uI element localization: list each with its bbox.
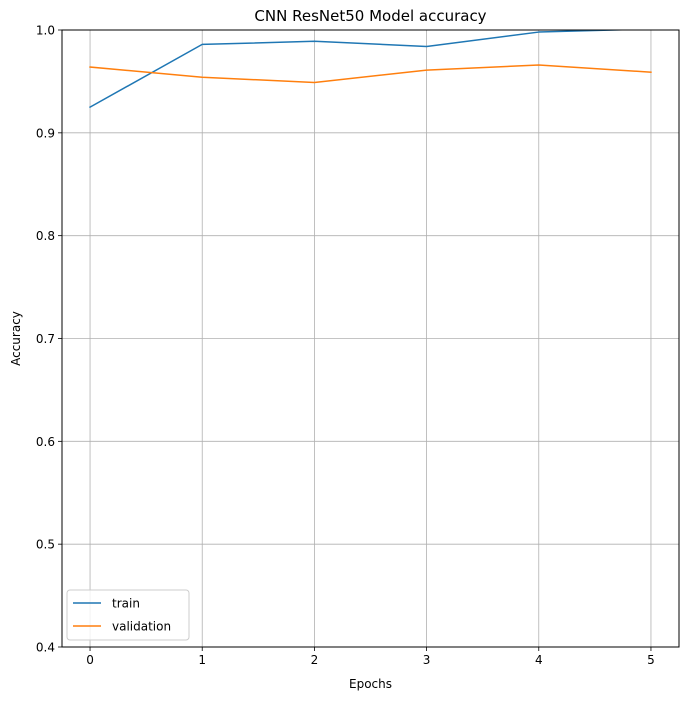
grid bbox=[62, 29, 679, 648]
legend: train validation bbox=[66, 589, 190, 641]
x-tick-label: 3 bbox=[423, 653, 431, 667]
y-tick-label: 1.0 bbox=[36, 24, 55, 38]
x-tick-label: 0 bbox=[86, 653, 94, 667]
series-line-train bbox=[89, 30, 641, 109]
x-tick-label: 1 bbox=[198, 653, 206, 667]
series-line-validation bbox=[89, 64, 652, 84]
y-tick-label: 0.8 bbox=[36, 229, 55, 243]
legend-label-train: train bbox=[112, 597, 140, 611]
x-tick-label: 4 bbox=[535, 653, 543, 667]
y-tick-label: 0.5 bbox=[36, 538, 55, 552]
x-axis-label: Epochs bbox=[349, 677, 392, 691]
y-axis-label: Accuracy bbox=[9, 311, 23, 366]
y-tick-label: 0.7 bbox=[36, 332, 55, 346]
y-tick-label: 0.9 bbox=[36, 126, 55, 140]
legend-label-validation: validation bbox=[112, 620, 171, 634]
series-layer bbox=[89, 30, 652, 109]
x-tick-label: 5 bbox=[647, 653, 655, 667]
y-tick-label: 0.4 bbox=[36, 641, 55, 655]
axis-ticks: 0 1 2 3 4 5 0.4 0.5 0.6 0.7 0.8 0.9 1.0 bbox=[36, 24, 655, 668]
x-tick-label: 2 bbox=[311, 653, 319, 667]
chart-title: CNN ResNet50 Model accuracy bbox=[254, 7, 486, 25]
y-tick-label: 0.6 bbox=[36, 435, 55, 449]
